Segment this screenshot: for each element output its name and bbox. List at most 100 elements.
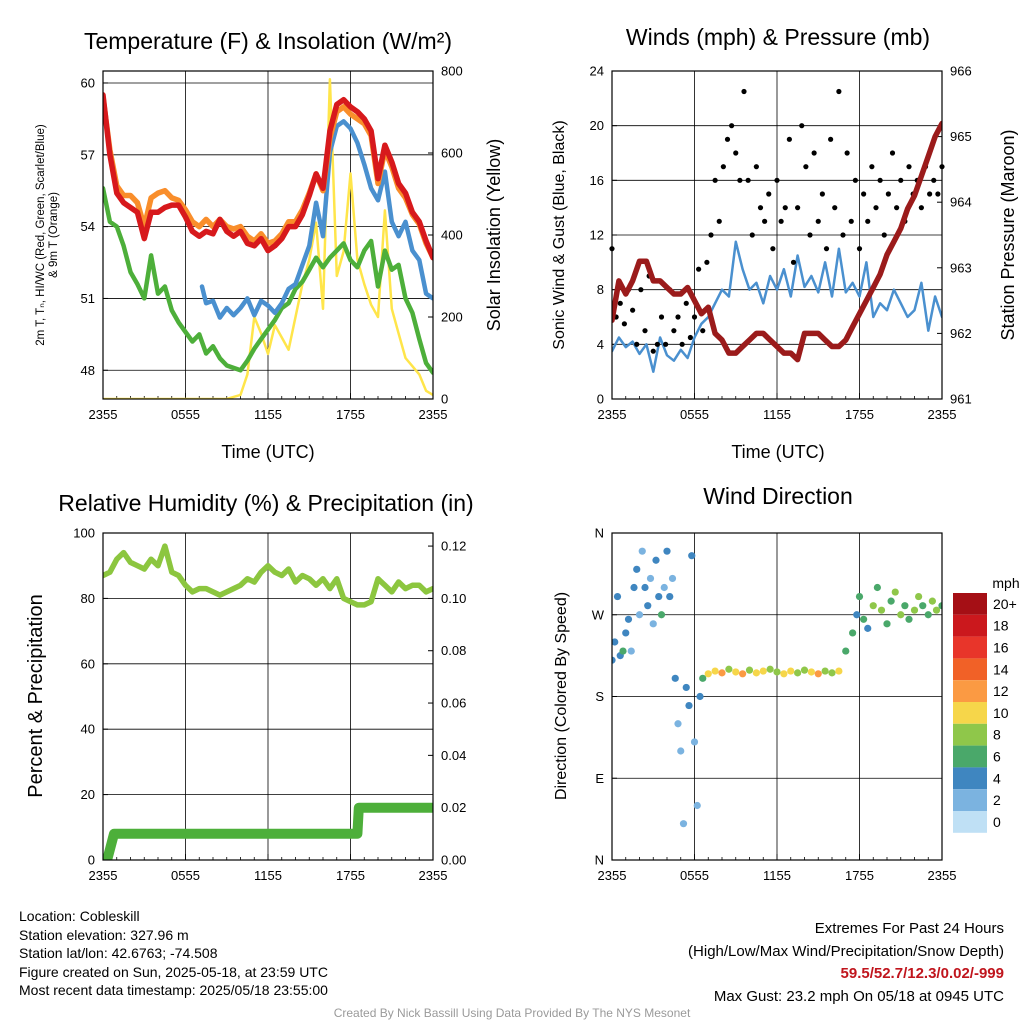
direction-point	[633, 565, 641, 573]
direction-point	[688, 552, 696, 560]
gust-point	[894, 205, 900, 211]
extremes-box: Extremes For Past 24 Hours (High/Low/Max…	[688, 918, 1004, 1008]
direction-point	[718, 669, 726, 677]
gust-point	[898, 177, 904, 183]
direction-point	[622, 629, 630, 637]
extremes-values: 59.5/52.7/12.3/0.02/-999	[840, 965, 1004, 982]
gust-point	[889, 150, 896, 156]
series-station-pressure	[612, 120, 942, 363]
direction-point	[690, 738, 699, 746]
gust-point	[786, 136, 792, 142]
wind-ytick-label: 12	[590, 228, 604, 243]
wind-y2tick-label: 965	[950, 129, 972, 144]
direction-point	[699, 674, 707, 682]
gust-point	[638, 287, 644, 293]
series-hi-wc	[199, 119, 433, 320]
temp-ytick-label: 51	[81, 291, 95, 306]
direction-point	[652, 556, 660, 564]
gust-point	[712, 177, 718, 183]
gust-point	[877, 177, 883, 183]
gust-point	[906, 164, 912, 170]
colorbar-label: 6	[993, 749, 1001, 765]
colorbar-swatch	[953, 767, 987, 790]
rh-xtick-label: 2355	[419, 868, 448, 883]
rh-ytick-label: 0	[88, 853, 95, 868]
direction-point	[725, 665, 733, 673]
gust-point	[803, 164, 809, 170]
colorbar-swatch	[953, 658, 987, 681]
direction-point	[696, 692, 704, 701]
direction-point	[910, 606, 919, 614]
direction-point	[905, 615, 913, 623]
colorbar-label: 20+	[993, 596, 1017, 612]
gust-point	[931, 177, 937, 183]
extremes-title: Extremes For Past 24 Hours	[814, 920, 1004, 937]
dir-xtick-label: 1155	[763, 868, 791, 883]
colorbar-label: 14	[993, 661, 1009, 677]
gust-point	[873, 205, 879, 211]
gust-point	[774, 177, 780, 183]
dir-ytick-label: N	[595, 526, 604, 541]
wind-y2tick-label: 962	[950, 326, 972, 341]
gust-point	[918, 205, 924, 211]
temp-y2tick-label: 400	[441, 228, 463, 243]
dir-ytick-label: S	[595, 689, 604, 704]
rh-xtick-label: 0555	[171, 868, 200, 883]
dir-title: Wind Direction	[703, 483, 853, 509]
gust-point	[642, 328, 648, 334]
temp-xtick-label: 0555	[171, 407, 200, 422]
gust-point	[749, 232, 755, 238]
gust-point	[770, 246, 776, 252]
direction-point	[644, 602, 652, 610]
direction-point	[897, 611, 905, 619]
gust-point	[621, 321, 627, 327]
direction-point	[814, 670, 822, 678]
direction-point	[666, 592, 674, 601]
gust-point	[745, 177, 751, 183]
gust-point	[811, 150, 817, 156]
colorbar-label: 4	[993, 770, 1001, 786]
direction-point	[641, 583, 649, 592]
dir-plot-border	[611, 532, 943, 861]
colorbar-label: 8	[993, 727, 1001, 743]
direction-point	[877, 606, 886, 614]
gust-point	[823, 246, 830, 252]
dir-xtick-label: 0555	[680, 868, 709, 883]
direction-point	[828, 669, 836, 677]
temp-ylabel-line1: 2m T, Tₙ, HI/WC (Red, Green, Scarlet/Blu…	[35, 124, 47, 346]
dir-ytick-label: E	[595, 771, 604, 786]
colorbar-title: mph	[992, 575, 1019, 591]
temp-xtick-label: 2355	[419, 407, 448, 422]
extremes-subtitle: (High/Low/Max Wind/Precipitation/Snow De…	[688, 942, 1004, 960]
direction-point	[679, 820, 688, 828]
gust-point	[704, 259, 710, 265]
direction-point	[919, 602, 927, 610]
wind-y2tick-label: 961	[950, 392, 972, 407]
direction-point	[842, 647, 850, 655]
wind-plot-border	[611, 70, 943, 400]
gust-point	[634, 341, 640, 347]
direction-point	[657, 611, 666, 619]
rh-y2tick-label: 0.12	[441, 539, 466, 554]
direction-point	[873, 583, 881, 592]
wind-ylabel: Sonic Wind & Gust (Blue, Black)	[551, 120, 568, 349]
gust-point	[630, 307, 636, 313]
series-relative-humidity	[103, 543, 433, 608]
direction-point	[891, 588, 899, 596]
colorbar-swatch	[953, 789, 987, 811]
colorbar-swatch	[953, 811, 987, 833]
rh-xtick-label: 1755	[336, 868, 365, 883]
wind-title: Winds (mph) & Pressure (mb)	[626, 24, 930, 50]
rh-ytick-label: 100	[73, 526, 95, 541]
colorbar-label: 12	[993, 683, 1009, 699]
temp-y2tick-label: 0	[441, 392, 448, 407]
series-9m-t	[103, 94, 433, 261]
direction-point	[849, 629, 857, 637]
station-info: Location: Cobleskill Station elevation: …	[19, 907, 328, 1000]
wind-ytick-label: 24	[590, 64, 604, 79]
wind-y2tick-label: 964	[950, 195, 972, 210]
gust-point	[881, 232, 887, 238]
wind-ylabel-right: Station Pressure (Maroon)	[998, 129, 1018, 340]
gust-point	[885, 191, 891, 197]
